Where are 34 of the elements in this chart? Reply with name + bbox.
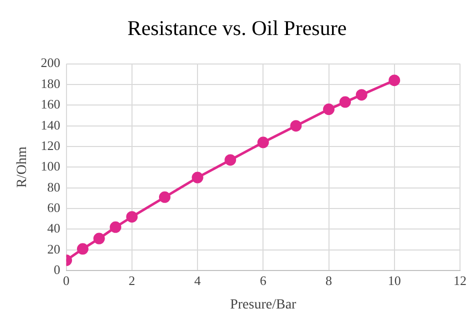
x-tick-label: 6 bbox=[260, 272, 267, 288]
y-tick-label: 60 bbox=[47, 200, 60, 215]
point bbox=[388, 74, 400, 86]
y-tick-label: 120 bbox=[40, 138, 60, 153]
point bbox=[323, 104, 335, 116]
y-tick-label: 200 bbox=[40, 55, 60, 70]
point bbox=[93, 232, 105, 244]
y-tick-label: 0 bbox=[54, 262, 60, 278]
point bbox=[224, 154, 236, 166]
x-tick-label: 0 bbox=[63, 272, 70, 288]
y-tick-label: 180 bbox=[40, 76, 60, 91]
y-tick-label: 40 bbox=[47, 220, 60, 236]
y-tick-label: 160 bbox=[40, 96, 60, 112]
y-axis-title: R/Ohm bbox=[15, 146, 30, 188]
y-tick-label: 100 bbox=[40, 158, 60, 174]
x-tick-label: 8 bbox=[326, 272, 332, 288]
x-tick-label: 12 bbox=[454, 272, 466, 288]
x-tick-label: 4 bbox=[194, 272, 202, 288]
y-tick-label: 20 bbox=[47, 241, 60, 256]
point bbox=[356, 89, 368, 101]
y-tick-label: 80 bbox=[47, 179, 60, 194]
y-tick-label: 140 bbox=[40, 117, 60, 132]
x-tick-label: 10 bbox=[388, 272, 401, 288]
point bbox=[192, 172, 204, 184]
point bbox=[339, 96, 351, 108]
point bbox=[158, 191, 170, 203]
x-tick-label: 2 bbox=[128, 272, 136, 288]
point bbox=[76, 243, 88, 255]
point bbox=[290, 120, 302, 132]
x-axis-title: Presure/Bar bbox=[230, 297, 297, 312]
point bbox=[257, 136, 269, 148]
point bbox=[126, 211, 138, 223]
chart-title: Resistance vs. Oil Presure bbox=[126, 16, 348, 41]
point bbox=[110, 221, 122, 233]
